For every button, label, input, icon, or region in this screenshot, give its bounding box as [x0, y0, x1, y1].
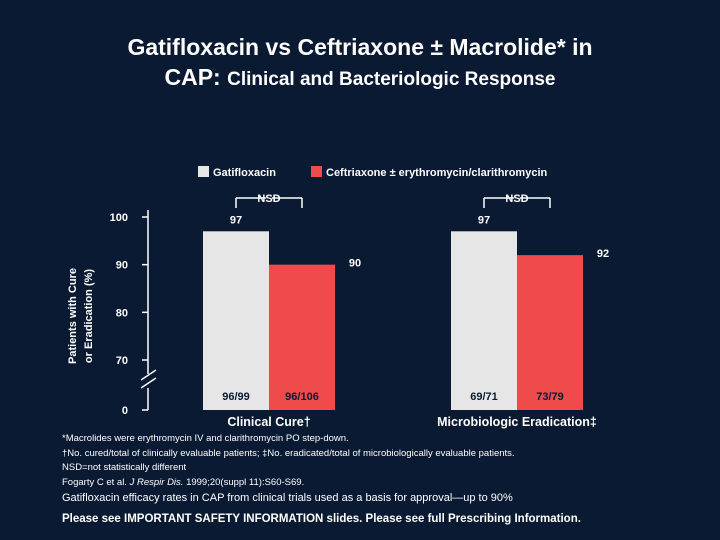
legend-label-gatifloxacin: Gatifloxacin: [213, 167, 276, 179]
bar-count-label: 69/71: [470, 391, 498, 403]
axis-break-mark: [140, 369, 157, 381]
bar-count-label: 96/99: [222, 391, 250, 403]
slide-title-line2: CAP: Clinical and Bacteriologic Response: [20, 64, 700, 91]
ref-authors: Fogarty C et al.: [62, 477, 130, 488]
bar-value-label: 97: [478, 214, 490, 226]
bar-value-label: 92: [597, 248, 609, 260]
title-cap: CAP:: [164, 64, 228, 90]
y-tick-label: 0: [122, 405, 128, 417]
y-tick-label: 70: [116, 355, 128, 367]
ref-citation: 1999;20(suppl 11):S60-S69.: [183, 477, 305, 488]
significance-label: NSD: [257, 193, 280, 205]
legend-label-ceftriaxone: Ceftriaxone ± erythromycin/clarithromyci…: [326, 167, 547, 179]
footnote-macrolides: *Macrolides were erythromycin IV and cla…: [62, 433, 349, 444]
bar-value-label: 90: [349, 258, 361, 270]
bar-count-label: 96/106: [285, 391, 319, 403]
bar-ceftriaxone: [517, 255, 583, 410]
bar-gatifloxacin: [451, 231, 517, 410]
significance-label: NSD: [505, 193, 528, 205]
safety-note: Please see IMPORTANT SAFETY INFORMATION …: [62, 513, 581, 525]
ref-journal: J Respir Dis.: [129, 477, 184, 488]
bar-count-label: 73/79: [536, 391, 564, 403]
legend-swatch-ceftriaxone: [311, 166, 322, 177]
y-axis-title-line2: or Eradication (%): [83, 269, 95, 363]
y-tick-label: 80: [116, 307, 128, 319]
y-axis-title-line1: Patients with Cure: [67, 268, 79, 364]
footnote-counts: †No. cured/total of clinically evaluable…: [62, 448, 515, 459]
category-label: Microbiologic Eradication‡: [437, 415, 597, 429]
slide-title-line1: Gatifloxacin vs Ceftriaxone ± Macrolide*…: [127, 34, 593, 60]
axis-break-mark: [140, 377, 157, 389]
legend-swatch-gatifloxacin: [198, 166, 209, 177]
category-label: Clinical Cure†: [227, 415, 310, 429]
title-subtitle: Clinical and Bacteriologic Response: [227, 69, 556, 90]
y-tick-label: 100: [110, 212, 128, 224]
bar-ceftriaxone: [269, 264, 335, 410]
bar-value-label: 97: [230, 214, 242, 226]
efficacy-note: Gatifloxacin efficacy rates in CAP from …: [62, 492, 513, 504]
footnote-nsd: NSD=not statistically different: [62, 462, 187, 473]
bar-gatifloxacin: [203, 231, 269, 410]
y-tick-label: 90: [116, 260, 128, 272]
footnote-reference: Fogarty C et al. J Respir Dis. 1999;20(s…: [62, 477, 304, 488]
